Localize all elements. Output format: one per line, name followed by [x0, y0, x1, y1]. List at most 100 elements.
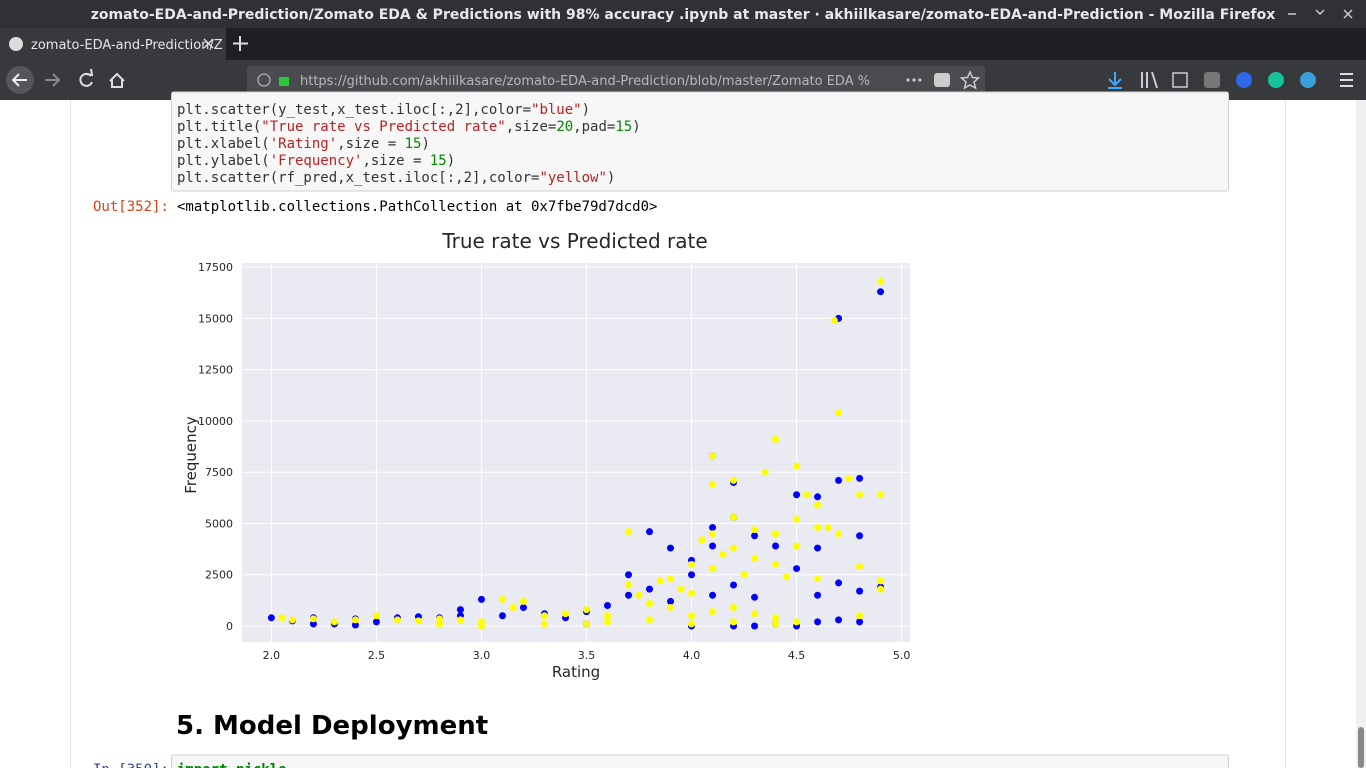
url[interactable]: https://github.com/akhiilkasare/zomato-E… [300, 74, 947, 89]
code-token: 'Rating' [270, 136, 337, 152]
scatter-point [772, 560, 780, 568]
code-token: ) [582, 102, 590, 118]
scatter-point [835, 530, 843, 538]
bookmark-star[interactable] [959, 70, 981, 90]
code-token: "True rate vs Predicted rate" [261, 119, 505, 135]
scatter-point [830, 316, 838, 324]
code-token: plt.title( [177, 119, 261, 135]
scatter-point [730, 604, 738, 612]
scatter-point [856, 563, 864, 571]
tab-title[interactable]: zomato-EDA-and-Prediction/Z [31, 38, 223, 53]
scatter-point [856, 618, 864, 626]
scatter-point [509, 604, 517, 612]
scatter-point [856, 612, 864, 620]
extension-4[interactable] [1300, 72, 1316, 88]
sidebar-button[interactable] [1172, 72, 1188, 88]
scatter-point [761, 468, 769, 476]
scatter-point [772, 542, 780, 550]
scrollbar-thumb[interactable] [1358, 727, 1364, 768]
next-code: import pickle [177, 762, 287, 768]
scatter-point [561, 610, 569, 618]
scatter-point [803, 491, 811, 499]
scatter-point [740, 571, 748, 579]
tab-bar [0, 28, 1366, 60]
page-actions[interactable] [906, 78, 922, 82]
window-controls[interactable] [1288, 9, 1353, 19]
info-icon[interactable] [257, 73, 271, 87]
scatter-point [814, 493, 822, 501]
scatter-point [835, 579, 843, 587]
code-line: plt.scatter(rf_pred,x_test.iloc[:,2],col… [177, 170, 615, 186]
scatter-point [730, 581, 738, 589]
code-token: plt.scatter(y_test,x_test.iloc[:,2],colo… [177, 102, 531, 118]
scatter-point [751, 610, 759, 618]
scatter-point [772, 435, 780, 443]
pocket-button[interactable] [934, 73, 950, 87]
scatter-point [625, 581, 633, 589]
scatter-point [604, 601, 612, 609]
code-lines: plt.scatter(y_test,x_test.iloc[:,2],colo… [177, 102, 641, 186]
scatter-point [688, 560, 696, 568]
scatter-point [667, 604, 675, 612]
code-line: plt.title("True rate vs Predicted rate",… [177, 119, 641, 135]
code-token: 'Frequency' [270, 153, 363, 169]
scatter-point [351, 616, 359, 624]
scatter-point [793, 491, 801, 499]
downloads-button[interactable] [1108, 72, 1122, 89]
forward-button[interactable] [45, 73, 61, 87]
scatter-point [845, 474, 853, 482]
scatter-point [709, 480, 717, 488]
lock-icon [279, 77, 289, 86]
scatter-point [772, 614, 780, 622]
url-bar[interactable] [247, 66, 985, 94]
scatter-point [688, 589, 696, 597]
scatter-point [772, 620, 780, 628]
scatter-point [877, 577, 885, 585]
scatter-point [267, 614, 275, 622]
scatter-point [435, 620, 443, 628]
home-button[interactable] [109, 72, 125, 88]
menu-button[interactable] [1340, 73, 1353, 87]
y-tick-label: 12500 [198, 364, 233, 377]
scatter-point [751, 532, 759, 540]
scatter-point [667, 575, 675, 583]
scatter-point [709, 452, 717, 460]
code-token: ,pad= [573, 119, 615, 135]
y-tick-label: 0 [226, 620, 233, 633]
scatter-point [667, 597, 675, 605]
scatter-point [709, 591, 717, 599]
scatter-point [625, 571, 633, 579]
scatter-point [782, 573, 790, 581]
scatter-point [698, 536, 706, 544]
new-tab[interactable] [233, 36, 248, 51]
scatter-point [278, 614, 286, 622]
active-tab[interactable] [0, 28, 226, 60]
extension-1[interactable] [1204, 72, 1220, 88]
code-token: ,size= [506, 119, 557, 135]
code-token: plt.xlabel( [177, 136, 270, 152]
scatter-point [646, 585, 654, 593]
tab-close[interactable] [203, 38, 214, 49]
scatter-point [751, 622, 759, 630]
scatter-point [751, 554, 759, 562]
scatter-point [709, 565, 717, 573]
tab-icon [9, 37, 23, 51]
scatter-point [498, 595, 506, 603]
scatter-point [372, 618, 380, 626]
scatter-point [646, 616, 654, 624]
cell-output: <matplotlib.collections.PathCollection a… [177, 199, 657, 215]
library-button[interactable] [1141, 71, 1158, 89]
scatter-point [372, 612, 380, 620]
code-token: ) [421, 136, 429, 152]
code-token: plt.ylabel( [177, 153, 270, 169]
scatter-point [793, 565, 801, 573]
x-tick-label: 4.0 [683, 649, 701, 662]
extension-3[interactable] [1268, 72, 1284, 88]
section-heading: 5. Model Deployment [176, 711, 488, 741]
out-prompt: Out[352]: [93, 199, 169, 215]
extension-2[interactable] [1236, 72, 1252, 88]
scatter-point [730, 476, 738, 484]
code-token: ) [607, 170, 615, 186]
reload-button[interactable] [79, 68, 94, 87]
scatter-point [751, 593, 759, 601]
